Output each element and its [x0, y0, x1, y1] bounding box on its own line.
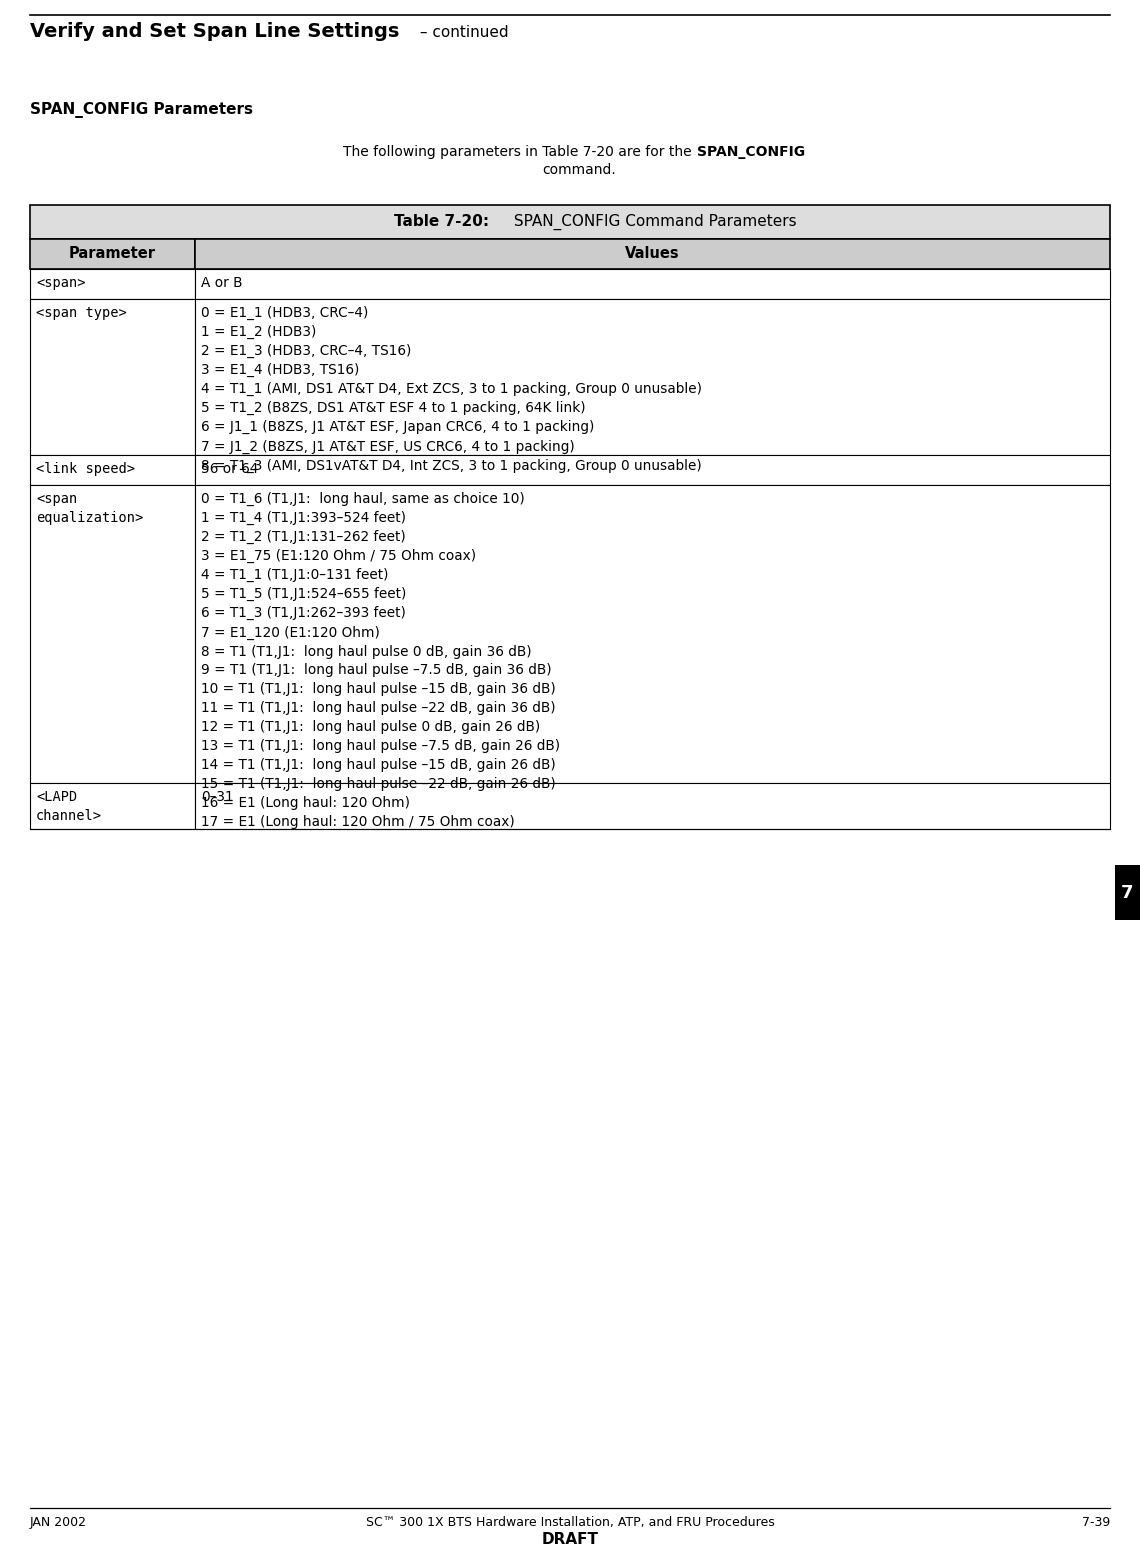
- Text: Table 7-20:: Table 7-20:: [394, 214, 489, 230]
- Text: SPAN_CONFIG: SPAN_CONFIG: [698, 145, 806, 159]
- Text: <span>: <span>: [36, 277, 86, 291]
- Text: 7: 7: [1122, 884, 1134, 901]
- Bar: [195, 455, 1110, 485]
- Text: <LAPD
channel>: <LAPD channel>: [36, 789, 101, 824]
- Text: 7-39: 7-39: [1082, 1517, 1110, 1529]
- Text: <link speed>: <link speed>: [36, 462, 135, 476]
- Text: 0 = T1_6 (T1,J1:  long haul, same as choice 10)
1 = T1_4 (T1,J1:393–524 feet)
2 : 0 = T1_6 (T1,J1: long haul, same as choi…: [201, 491, 560, 830]
- Bar: [30, 239, 195, 269]
- Text: DRAFT: DRAFT: [542, 1532, 598, 1546]
- Bar: [30, 485, 195, 783]
- Text: JAN 2002: JAN 2002: [30, 1517, 87, 1529]
- Text: SPAN_CONFIG Command Parameters: SPAN_CONFIG Command Parameters: [508, 214, 797, 230]
- Bar: [30, 783, 195, 828]
- Bar: [30, 455, 195, 485]
- Bar: [30, 205, 1110, 239]
- Bar: [195, 298, 1110, 455]
- Bar: [195, 269, 1110, 298]
- Text: <span
equalization>: <span equalization>: [36, 491, 144, 525]
- Bar: [195, 239, 1110, 269]
- Bar: [195, 783, 1110, 828]
- Text: SC™ 300 1X BTS Hardware Installation, ATP, and FRU Procedures: SC™ 300 1X BTS Hardware Installation, AT…: [366, 1517, 774, 1529]
- Text: Values: Values: [625, 247, 679, 261]
- Text: 0 = E1_1 (HDB3, CRC–4)
1 = E1_2 (HDB3)
2 = E1_3 (HDB3, CRC–4, TS16)
3 = E1_4 (HD: 0 = E1_1 (HDB3, CRC–4) 1 = E1_2 (HDB3) 2…: [201, 306, 702, 472]
- Text: A or B: A or B: [201, 277, 243, 291]
- Text: – continued: – continued: [415, 25, 508, 40]
- Text: The following parameters in Table 7-20 are for the: The following parameters in Table 7-20 a…: [343, 145, 697, 159]
- Text: Parameter: Parameter: [70, 247, 156, 261]
- Bar: [30, 298, 195, 455]
- Text: 56 or 64: 56 or 64: [201, 462, 259, 476]
- Text: <span type>: <span type>: [36, 306, 127, 320]
- Bar: [30, 269, 195, 298]
- Bar: [1115, 866, 1140, 920]
- Text: Verify and Set Span Line Settings: Verify and Set Span Line Settings: [30, 22, 399, 40]
- Text: SPAN_CONFIG Parameters: SPAN_CONFIG Parameters: [30, 103, 253, 118]
- Text: 0–31: 0–31: [201, 789, 234, 805]
- Bar: [195, 485, 1110, 783]
- Text: command.: command.: [543, 163, 616, 177]
